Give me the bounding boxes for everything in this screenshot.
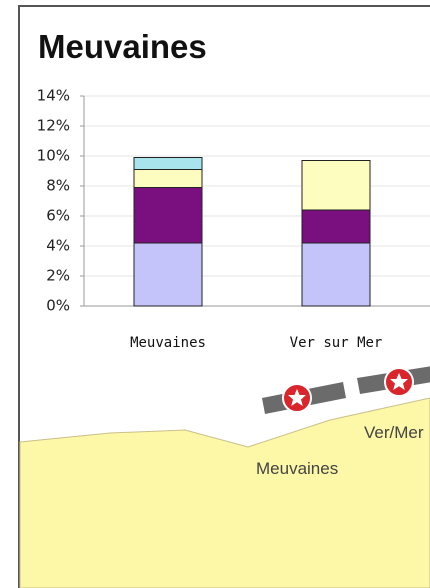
y-tick-label: 4% [46,237,70,255]
bar-segment [134,170,202,188]
x-tick-label: Ver sur Mer [290,335,383,351]
y-tick-label: 10% [37,147,70,165]
map-label: Ver/Mer [364,423,424,442]
map-label: Meuvaines [256,459,338,478]
marker [283,384,311,412]
y-tick-label: 8% [46,177,70,195]
y-tick-label: 2% [46,267,70,285]
y-tick-label: 12% [37,117,70,135]
bar-segment [134,243,202,306]
marker [385,368,413,396]
bar-segment [134,158,202,170]
chart: Ver/Mer Meuvaines Meuvaines 0% 2% 4% 6% 8% 10… [0,0,430,588]
bar-segment [302,161,370,211]
bar-segment [134,188,202,244]
bar-segment [302,210,370,243]
y-tick-label: 0% [46,297,70,315]
x-tick-label: Meuvaines [130,335,206,351]
y-tick-label: 6% [46,207,70,225]
chart-title: Meuvaines [38,28,207,65]
bar-segment [302,243,370,306]
y-tick-label: 14% [37,87,70,105]
